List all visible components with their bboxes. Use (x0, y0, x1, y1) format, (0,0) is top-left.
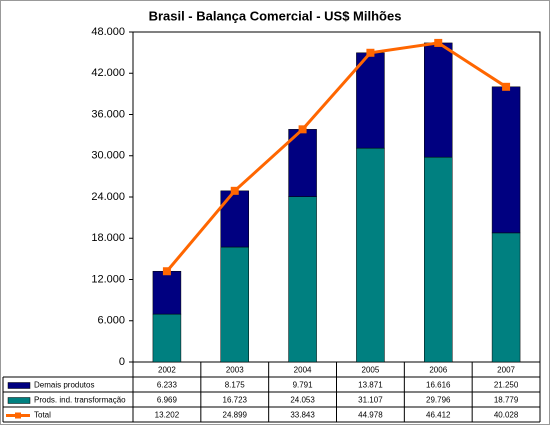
marker (434, 38, 443, 47)
data-label: 33.843 (290, 411, 315, 420)
bar-segment (152, 313, 182, 363)
legend-key (7, 397, 31, 404)
legend-label: Total (34, 411, 51, 420)
bar-segment (424, 156, 453, 363)
y-tick-label: 48.000 (91, 26, 125, 38)
chart-title: Brasil - Balança Comercial - US$ Milhões (149, 8, 402, 23)
y-tick-label: 42.000 (91, 67, 125, 79)
x-tick-label: 2006 (429, 366, 447, 375)
bar-segment (356, 147, 385, 363)
legend-label: Demais produtos (34, 381, 94, 390)
data-label: 8.175 (225, 381, 246, 390)
bar-segment (220, 246, 249, 363)
data-label: 13.871 (358, 381, 383, 390)
x-tick-label: 2002 (158, 366, 176, 375)
bar-segment (288, 129, 317, 197)
data-label: 21.250 (494, 381, 519, 390)
bar-segment (288, 196, 317, 363)
y-tick-label: 36.000 (91, 108, 125, 120)
y-tick-label: 18.000 (91, 232, 125, 244)
x-tick-label: 2004 (294, 366, 312, 375)
plot-area (132, 31, 541, 363)
data-label: 13.202 (155, 411, 180, 420)
data-label: 6.969 (157, 396, 178, 405)
x-tick-label: 2005 (362, 366, 380, 375)
bar-segment (356, 52, 385, 149)
y-tick-label: 0 (119, 356, 125, 368)
data-label: 9.791 (293, 381, 314, 390)
data-label: 6.233 (157, 381, 178, 390)
marker (230, 186, 239, 195)
x-tick-label: 2007 (497, 366, 515, 375)
data-label: 16.723 (223, 396, 248, 405)
data-label: 24.053 (290, 396, 315, 405)
marker (162, 267, 171, 276)
legend-label: Prods. ind. transformação (34, 396, 126, 405)
data-label: 46.412 (426, 411, 451, 420)
legend-key (15, 412, 21, 419)
data-label: 44.978 (358, 411, 383, 420)
data-label: 24.899 (223, 411, 248, 420)
marker (366, 48, 375, 57)
data-label: 18.779 (494, 396, 519, 405)
bar-segment (152, 270, 182, 315)
marker (502, 82, 511, 91)
line (165, 41, 507, 273)
bar-segment (424, 42, 453, 158)
data-label: 16.616 (426, 381, 451, 390)
data-label: 29.796 (426, 396, 451, 405)
x-tick-label: 2003 (226, 366, 244, 375)
legend-key (7, 382, 31, 389)
bar-segment (491, 86, 521, 234)
y-tick-label: 6.000 (97, 315, 125, 327)
marker (298, 125, 307, 134)
y-tick-label: 12.000 (91, 273, 125, 285)
data-label: 40.028 (494, 411, 519, 420)
y-tick-label: 24.000 (91, 191, 125, 203)
data-label: 31.107 (358, 396, 383, 405)
bar-segment (491, 232, 521, 363)
bar-segment (220, 190, 249, 248)
y-tick-label: 30.000 (91, 150, 125, 162)
